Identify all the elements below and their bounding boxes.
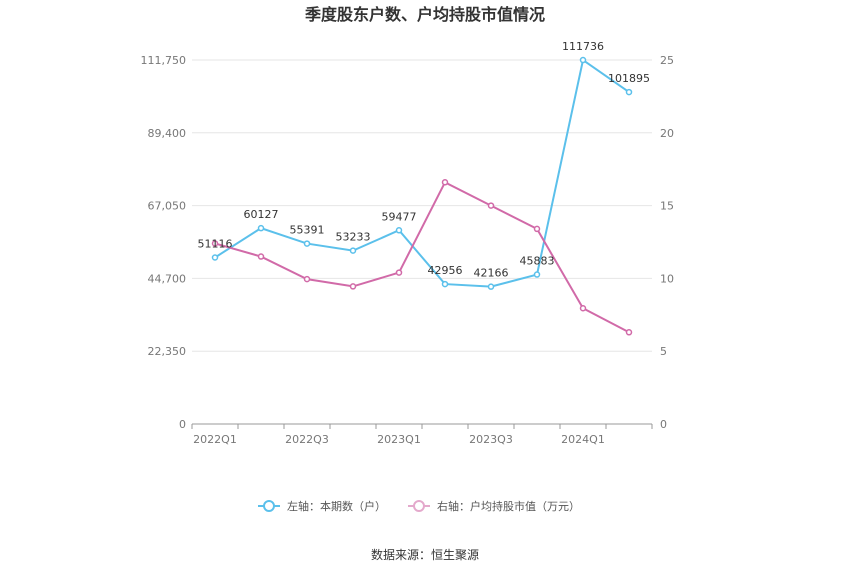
data-point[interactable] bbox=[579, 304, 587, 312]
legend-item-avg-value[interactable]: 右轴：户均持股市值（万元） bbox=[408, 499, 580, 513]
x-tick-label: 2023Q1 bbox=[377, 433, 421, 446]
legend-swatch-marker bbox=[413, 500, 425, 512]
data-point[interactable] bbox=[395, 269, 403, 276]
legend-swatch-marker bbox=[263, 500, 275, 512]
legend[interactable]: 左轴：本期数（户） 右轴：户均持股市值（万元） bbox=[258, 499, 580, 513]
legend-label: 右轴：户均持股市值（万元） bbox=[437, 499, 580, 513]
data-point[interactable] bbox=[349, 247, 357, 254]
x-tick-label: 2023Q3 bbox=[469, 433, 513, 446]
data-label: 53233 bbox=[336, 231, 371, 244]
data-point[interactable] bbox=[211, 240, 219, 247]
data-point[interactable] bbox=[257, 253, 265, 260]
data-point[interactable] bbox=[211, 254, 219, 261]
data-label: 42956 bbox=[428, 264, 463, 277]
data-label: 101895 bbox=[608, 72, 650, 85]
y-left-tick-label: 111,750 bbox=[141, 54, 187, 67]
legend-item-holders[interactable]: 左轴：本期数（户） bbox=[258, 499, 386, 513]
y-right-tick-label: 0 bbox=[660, 418, 667, 431]
data-label: 55391 bbox=[290, 224, 325, 237]
chart-title: 季度股东户数、户均持股市值情况 bbox=[304, 5, 545, 24]
data-point[interactable] bbox=[579, 56, 587, 64]
y-left-tick-label: 22,350 bbox=[148, 345, 187, 358]
y-right-tick-label: 5 bbox=[660, 345, 667, 358]
series-line-holders bbox=[214, 58, 630, 288]
y-left-tick-label: 89,400 bbox=[148, 127, 187, 140]
y-right-tick-label: 15 bbox=[660, 200, 674, 213]
data-label: 59477 bbox=[382, 210, 417, 223]
x-tick-label: 2022Q3 bbox=[285, 433, 329, 446]
y-left-tick-label: 67,050 bbox=[148, 200, 187, 213]
data-point[interactable] bbox=[349, 283, 357, 290]
y-right-tick-label: 10 bbox=[660, 272, 674, 285]
data-label: 111736 bbox=[562, 40, 604, 53]
data-point[interactable] bbox=[441, 179, 449, 186]
x-tick-label: 2022Q1 bbox=[193, 433, 237, 446]
data-point[interactable] bbox=[533, 271, 541, 278]
x-tick-label: 2024Q1 bbox=[561, 433, 605, 446]
y-left-tick-label: 0 bbox=[179, 418, 186, 431]
y-right-tick-label: 20 bbox=[660, 127, 674, 140]
data-labels: 51116 60127 55391 53233 59477 42956 42166 45883… bbox=[198, 40, 651, 280]
series-layer bbox=[211, 56, 633, 336]
axes: 0 22,350 44,700 67,050 89,400 111,750 0 5 10 15 20… bbox=[141, 54, 675, 446]
data-point[interactable] bbox=[303, 240, 311, 247]
data-label: 51116 bbox=[198, 238, 233, 251]
data-point[interactable] bbox=[487, 283, 495, 290]
data-point[interactable] bbox=[625, 329, 633, 336]
data-point[interactable] bbox=[441, 280, 449, 288]
data-point[interactable] bbox=[303, 275, 311, 283]
grid bbox=[192, 59, 652, 352]
data-point[interactable] bbox=[533, 225, 541, 233]
y-left-tick-label: 44,700 bbox=[148, 272, 187, 285]
data-point[interactable] bbox=[257, 224, 265, 232]
data-point[interactable] bbox=[487, 202, 495, 209]
data-label: 60127 bbox=[244, 208, 279, 221]
source-note: 数据来源：恒生聚源 bbox=[371, 547, 479, 562]
y-right-tick-label: 25 bbox=[660, 54, 674, 67]
data-label: 45883 bbox=[520, 255, 555, 268]
data-point[interactable] bbox=[395, 227, 403, 234]
legend-label: 左轴：本期数（户） bbox=[287, 499, 386, 513]
series-line-avg-value bbox=[214, 180, 630, 334]
data-label: 42166 bbox=[474, 267, 509, 280]
data-point[interactable] bbox=[625, 88, 633, 96]
